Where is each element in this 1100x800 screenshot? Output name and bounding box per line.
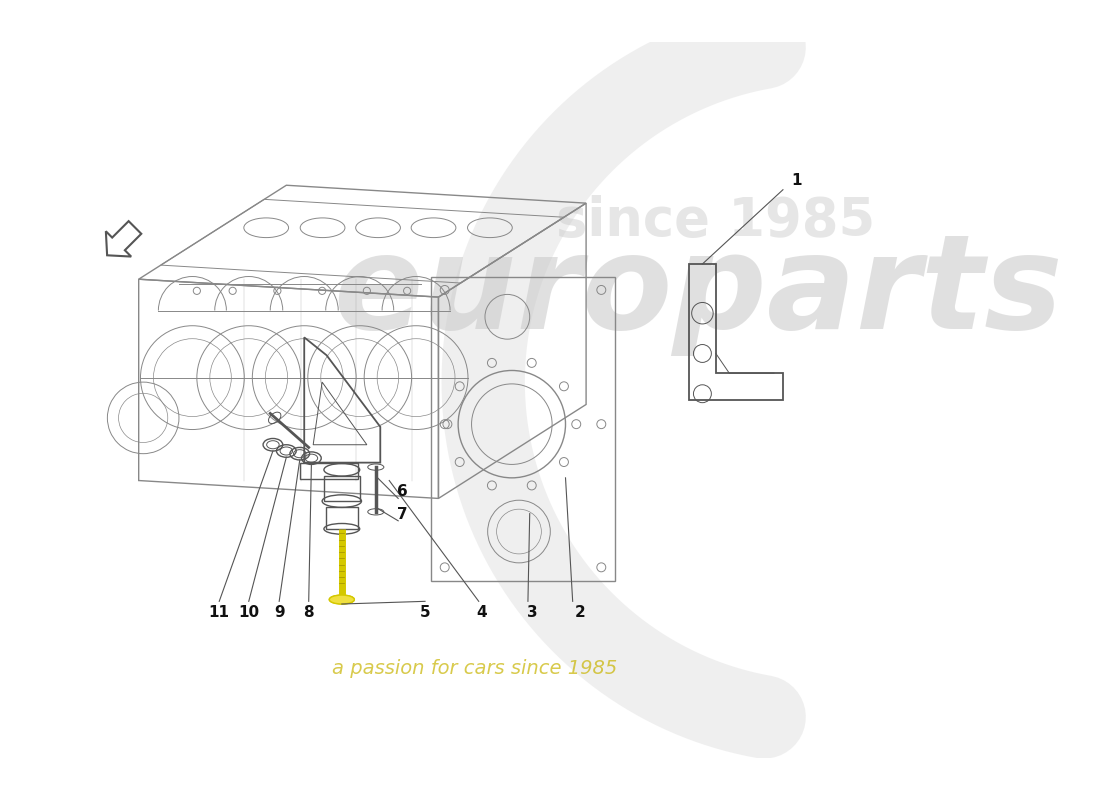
Text: since 1985: since 1985 bbox=[557, 195, 876, 247]
Text: 6: 6 bbox=[397, 484, 408, 498]
Text: 5: 5 bbox=[420, 605, 430, 619]
Text: 7: 7 bbox=[397, 507, 408, 522]
Text: 1: 1 bbox=[791, 174, 802, 188]
Text: 4: 4 bbox=[476, 605, 486, 619]
Text: europarts: europarts bbox=[333, 229, 1063, 356]
Text: 9: 9 bbox=[274, 605, 285, 619]
Text: 3: 3 bbox=[527, 605, 538, 619]
Text: 2: 2 bbox=[574, 605, 585, 619]
Ellipse shape bbox=[329, 595, 354, 604]
Text: 10: 10 bbox=[239, 605, 260, 619]
Text: a passion for cars since 1985: a passion for cars since 1985 bbox=[331, 659, 617, 678]
Text: 11: 11 bbox=[209, 605, 230, 619]
Text: 8: 8 bbox=[304, 605, 313, 619]
